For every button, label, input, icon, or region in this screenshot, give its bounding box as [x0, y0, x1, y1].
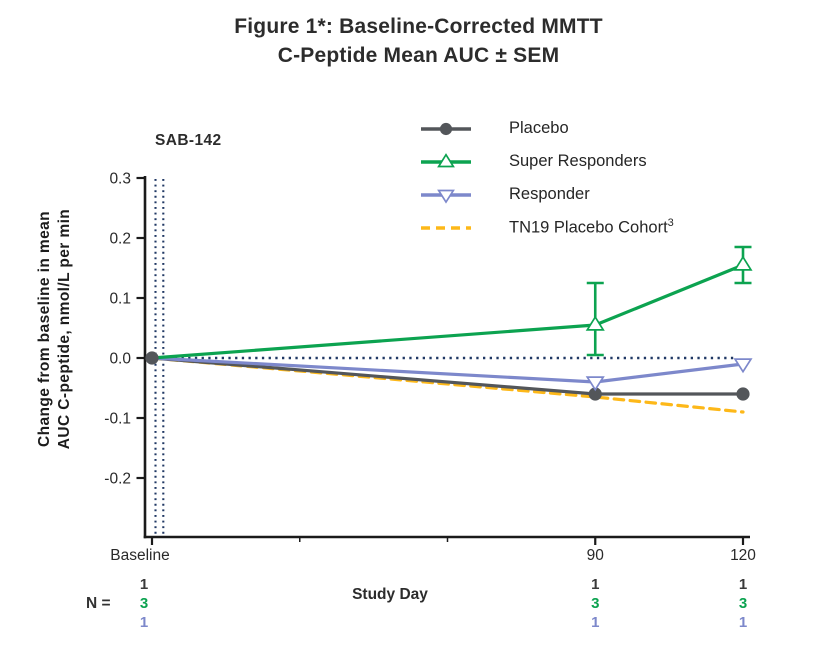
- legend-swatch-responder: [421, 189, 471, 204]
- marker-circle-filled: [736, 387, 750, 401]
- figure-title: Figure 1*: Baseline-Corrected MMTT C-Pep…: [0, 12, 837, 70]
- x-tick-label: Baseline: [110, 547, 169, 564]
- y-axis-title-line2: AUC C-peptide, nmol/L per min: [56, 208, 73, 450]
- n-value: 1: [591, 576, 600, 593]
- marker-triangle-down-open: [437, 189, 455, 204]
- legend: Placebo Super Responders Responder TN19 Pla…: [419, 112, 674, 244]
- legend-label-responder: Responder: [509, 185, 590, 203]
- legend-item-responder: Responder: [419, 178, 674, 211]
- legend-swatch-tn19-placebo-cohort: [421, 225, 471, 230]
- n-value: 1: [738, 576, 748, 593]
- marker-circle-filled: [145, 351, 159, 365]
- y-tick-label: 0.1: [109, 291, 131, 308]
- marker-triangle-up-open: [585, 315, 605, 331]
- marker-triangle-down-open: [585, 376, 605, 392]
- figure-title-line2: C-Peptide Mean AUC ± SEM: [277, 44, 560, 67]
- marker-circle-filled: [588, 387, 602, 401]
- legend-label-tn19-placebo-cohort: TN19 Placebo Cohort3: [509, 217, 674, 237]
- legend-item-placebo: Placebo: [419, 112, 674, 145]
- n-value: 1: [139, 576, 149, 593]
- legend-label-superscript: 3: [667, 217, 674, 230]
- n-value: 1: [591, 613, 600, 631]
- n-value: 1: [139, 613, 149, 631]
- legend-swatch-placebo: [421, 122, 471, 135]
- marker-triangle-up-open: [437, 152, 455, 167]
- n-value: 3: [591, 594, 600, 612]
- x-axis-title: Study Day: [352, 586, 428, 603]
- x-tick-label: 120: [730, 547, 756, 564]
- legend-item-tn19-placebo-cohort: TN19 Placebo Cohort3: [419, 211, 674, 244]
- n-value: 3: [139, 594, 149, 612]
- y-tick-label: 0.0: [109, 351, 131, 368]
- series-line-super-responders: [150, 263, 745, 360]
- legend-swatch-super-responders: [421, 152, 471, 167]
- y-tick-label: -0.1: [104, 411, 131, 428]
- marker-circle-filled: [439, 122, 453, 135]
- marker-triangle-up-open: [733, 255, 753, 271]
- y-tick-label: -0.2: [104, 471, 131, 488]
- n-value: 3: [738, 594, 748, 612]
- y-axis-title: Change from baseline in mean AUC C-pepti…: [35, 139, 77, 519]
- legend-label-placebo: Placebo: [509, 119, 569, 137]
- legend-label-super-responders: Super Responders: [509, 152, 647, 170]
- annotation-sab-142: SAB-142: [155, 132, 222, 149]
- x-tick-label: 90: [587, 547, 605, 564]
- n-value: 1: [738, 613, 748, 631]
- series-line-responder: [150, 356, 745, 384]
- figure-title-line1: Figure 1*: Baseline-Corrected MMTT: [234, 15, 603, 38]
- legend-item-super-responders: Super Responders: [419, 145, 674, 178]
- y-tick-label: 0.3: [109, 171, 131, 188]
- marker-triangle-down-open: [733, 358, 753, 374]
- y-tick-label: 0.2: [109, 231, 131, 248]
- y-axis-title-line1: Change from baseline in mean: [36, 211, 53, 448]
- n-equals-label: N =: [86, 595, 111, 612]
